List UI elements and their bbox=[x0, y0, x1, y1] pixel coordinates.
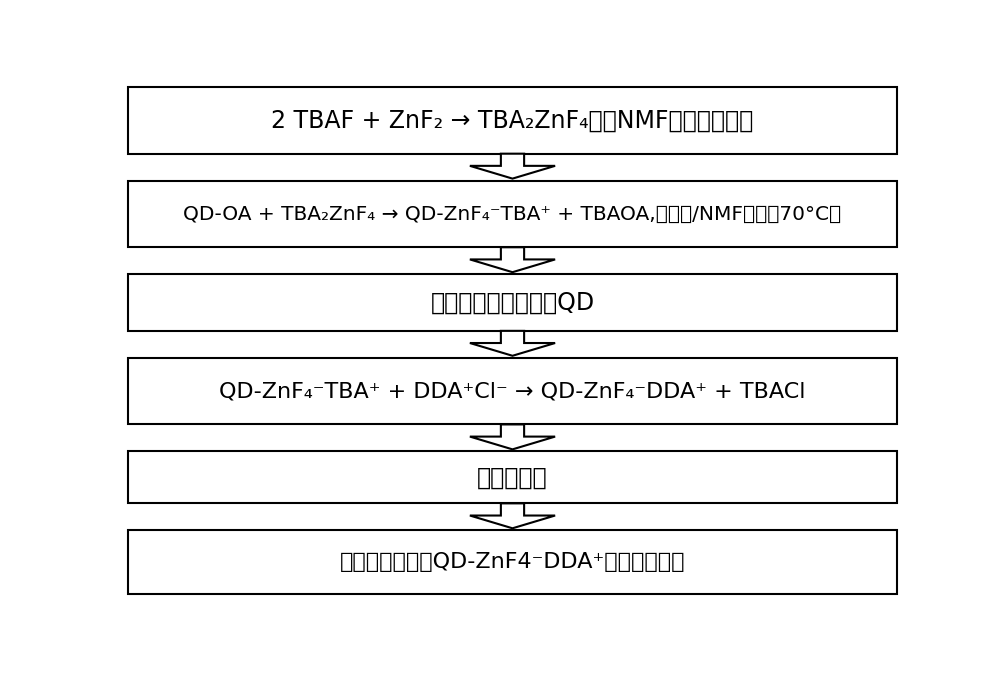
Polygon shape bbox=[470, 331, 555, 356]
Text: 2 TBAF + ZnF₂ → TBA₂ZnF₄，在NMF中，在室温下: 2 TBAF + ZnF₂ → TBA₂ZnF₄，在NMF中，在室温下 bbox=[271, 109, 754, 132]
Text: 用甲苯洗涉经交换的QD: 用甲苯洗涉经交换的QD bbox=[430, 290, 595, 315]
Text: 在甲苯中再分散QD-ZnF4⁻DDA⁺用于器件制造: 在甲苯中再分散QD-ZnF4⁻DDA⁺用于器件制造 bbox=[340, 552, 685, 572]
Polygon shape bbox=[470, 425, 555, 450]
Text: QD-ZnF₄⁻TBA⁺ + DDA⁺Cl⁻ → QD-ZnF₄⁻DDA⁺ + TBACl: QD-ZnF₄⁻TBA⁺ + DDA⁺Cl⁻ → QD-ZnF₄⁻DDA⁺ + … bbox=[219, 381, 806, 401]
Polygon shape bbox=[470, 503, 555, 528]
Text: 用乙腺沉淠: 用乙腺沉淠 bbox=[477, 466, 548, 489]
Bar bbox=[128, 181, 897, 247]
Polygon shape bbox=[470, 154, 555, 179]
Bar bbox=[128, 452, 897, 503]
Text: QD-OA + TBA₂ZnF₄ → QD-ZnF₄⁻TBA⁺ + TBAOA,在甲苯/NMF中，在70°C下: QD-OA + TBA₂ZnF₄ → QD-ZnF₄⁻TBA⁺ + TBAOA,… bbox=[183, 204, 842, 224]
Bar bbox=[128, 358, 897, 425]
Bar bbox=[128, 274, 897, 331]
Bar bbox=[128, 530, 897, 594]
Polygon shape bbox=[470, 247, 555, 272]
Bar bbox=[128, 87, 897, 154]
